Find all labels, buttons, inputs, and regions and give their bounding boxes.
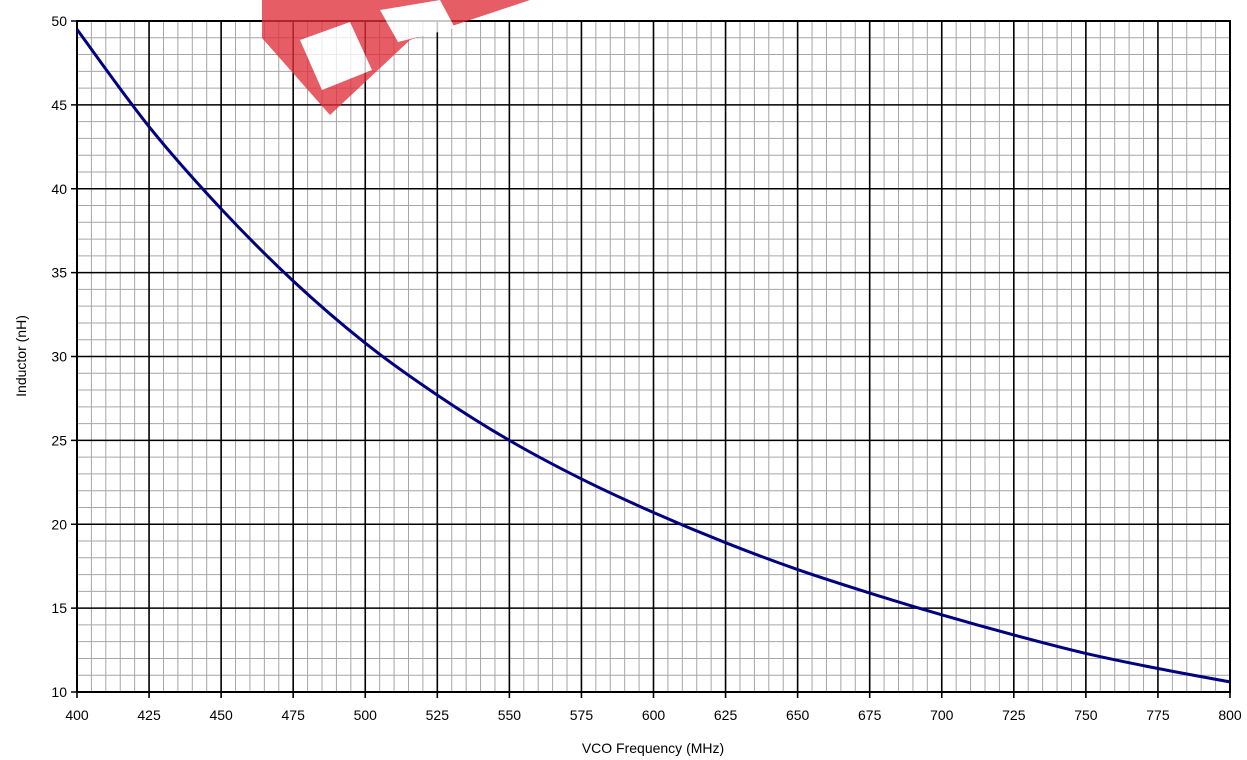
watermark-logo: [262, 0, 530, 115]
x-tick-labels: 400 425 450 475 500 525 550 575 600 625 650 675 700 7…: [65, 707, 1242, 723]
x-tick-label: 450: [209, 707, 233, 723]
major-grid: [71, 20, 1231, 698]
y-tick-label: 20: [51, 516, 67, 532]
x-tick-label: 725: [1002, 707, 1026, 723]
x-tick-label: 775: [1146, 707, 1170, 723]
y-tick-label: 30: [51, 349, 67, 365]
x-tick-label: 400: [65, 707, 89, 723]
y-tick-label: 50: [51, 13, 67, 29]
x-tick-label: 650: [786, 707, 810, 723]
x-tick-label: 475: [282, 707, 306, 723]
x-tick-label: 600: [642, 707, 666, 723]
x-axis-title: VCO Frequency (MHz): [582, 740, 724, 756]
watermark-logo-cutout: [300, 22, 372, 90]
x-tick-label: 750: [1074, 707, 1098, 723]
x-tick-label: 525: [426, 707, 450, 723]
x-tick-label: 575: [570, 707, 594, 723]
x-tick-label: 550: [498, 707, 522, 723]
y-tick-labels: 10 15 20 25 30 35 40 45 50: [51, 13, 67, 700]
x-tick-label: 500: [354, 707, 378, 723]
y-tick-label: 25: [51, 432, 67, 448]
y-tick-label: 45: [51, 97, 67, 113]
watermark-logo-cutout: [380, 0, 455, 42]
y-tick-label: 35: [51, 265, 67, 281]
y-axis-title: Inductor (nH): [13, 315, 29, 397]
x-tick-label: 700: [930, 707, 954, 723]
y-tick-label: 15: [51, 600, 67, 616]
x-tick-label: 425: [137, 707, 161, 723]
x-tick-label: 625: [714, 707, 738, 723]
y-tick-label: 40: [51, 181, 67, 197]
x-tick-label: 800: [1218, 707, 1242, 723]
y-tick-label: 10: [51, 684, 67, 700]
x-tick-label: 675: [858, 707, 882, 723]
series-line: [75, 28, 1231, 684]
plot-border: [76, 20, 1231, 693]
